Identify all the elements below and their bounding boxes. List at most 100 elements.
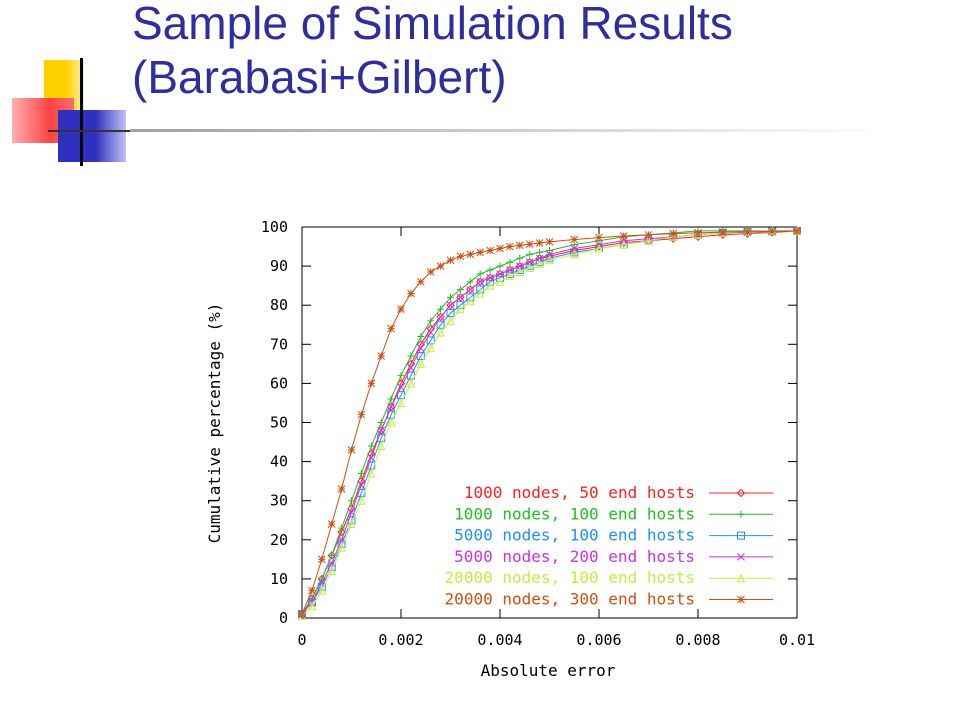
data-point — [327, 566, 337, 576]
data-point — [486, 246, 494, 255]
data-point — [367, 442, 375, 450]
data-point — [496, 244, 504, 253]
data-point — [525, 263, 535, 273]
slide-title-line1: Sample of Simulation Results — [132, 0, 733, 49]
data-point — [387, 403, 395, 411]
data-point — [486, 266, 494, 274]
data-point — [515, 262, 524, 270]
data-point — [317, 586, 327, 595]
data-point — [307, 601, 317, 611]
data-point — [516, 254, 524, 262]
legend-entry: 5000 nodes, 200 end hosts — [454, 547, 773, 566]
data-point — [505, 271, 515, 280]
data-point — [525, 258, 534, 267]
data-point — [397, 305, 405, 313]
legend-label: 1000 nodes, 50 end hosts — [464, 483, 695, 502]
data-point — [426, 343, 436, 353]
data-point — [496, 270, 504, 278]
data-point — [357, 469, 365, 477]
data-point — [644, 230, 653, 239]
data-point — [669, 229, 678, 238]
data-point — [387, 395, 395, 403]
x-tick-label: 0.002 — [378, 631, 423, 649]
legend-entry: 1000 nodes, 100 end hosts — [454, 504, 773, 523]
legend-label: 5000 nodes, 200 end hosts — [454, 547, 695, 566]
data-point — [396, 398, 406, 407]
data-point — [465, 296, 475, 306]
x-tick-label: 0.008 — [675, 631, 720, 649]
data-point — [446, 301, 455, 310]
data-point — [496, 262, 504, 270]
data-point — [377, 426, 386, 435]
data-point — [456, 304, 465, 314]
legend-entry: 20000 nodes, 100 end hosts — [445, 568, 773, 587]
data-point — [447, 293, 454, 301]
data-point — [427, 317, 435, 325]
data-point — [397, 372, 405, 380]
data-point — [337, 527, 346, 537]
deco-horizontal-line — [48, 130, 160, 132]
data-point — [407, 363, 415, 372]
data-point — [367, 379, 376, 388]
data-point — [515, 267, 525, 276]
data-point — [475, 288, 485, 298]
y-tick-label: 10 — [270, 570, 288, 588]
data-point — [417, 332, 425, 340]
data-point — [446, 316, 455, 325]
data-point — [485, 281, 495, 290]
legend-entry: 20000 nodes, 300 end hosts — [445, 590, 773, 609]
data-point — [337, 485, 346, 493]
data-point — [426, 328, 435, 337]
y-tick-label: 50 — [270, 414, 288, 432]
y-tick-label: 90 — [270, 257, 288, 275]
y-tick-label: 80 — [270, 296, 288, 314]
data-point — [436, 327, 445, 337]
data-point — [407, 289, 415, 298]
data-point — [536, 248, 544, 256]
data-point — [436, 312, 445, 322]
y-tick-label: 70 — [270, 335, 288, 353]
data-point — [525, 240, 534, 249]
data-point — [570, 235, 579, 244]
legend-label: 20000 nodes, 100 end hosts — [445, 568, 695, 587]
data-point — [407, 352, 415, 360]
data-point — [743, 227, 752, 236]
slide-title: Sample of Simulation Results (Barabasi+G… — [132, 0, 932, 104]
series-6 — [298, 227, 801, 618]
data-point — [619, 232, 628, 240]
data-point — [456, 252, 465, 261]
data-point — [456, 286, 464, 294]
data-point — [456, 293, 465, 302]
data-point — [347, 508, 356, 517]
data-point — [317, 555, 326, 564]
x-tick-label: 0.01 — [779, 631, 815, 649]
data-point — [476, 277, 485, 286]
deco-blue-block — [58, 110, 126, 162]
data-point — [466, 278, 474, 286]
data-point — [793, 227, 801, 235]
y-tick-label: 60 — [270, 374, 288, 392]
data-point — [386, 417, 396, 427]
data-point — [545, 250, 554, 259]
data-point — [357, 410, 366, 419]
data-point — [406, 378, 416, 388]
axis-ticks: 0 10 20 30 40 50 60 70 80 90 100 0 0.002 0.004 0.006 0.… — [261, 218, 815, 649]
data-point — [594, 243, 604, 253]
data-point — [456, 293, 465, 302]
legend-label: 1000 nodes, 100 end hosts — [454, 504, 695, 523]
data-point — [476, 270, 484, 278]
x-tick-label: 0.004 — [477, 631, 522, 649]
legend-marker — [736, 573, 746, 583]
y-tick-label: 0 — [279, 609, 288, 627]
legend-label: 5000 nodes, 100 end hosts — [454, 526, 695, 545]
data-point — [338, 524, 346, 532]
legend-marker — [736, 488, 746, 498]
series-5 — [297, 226, 802, 621]
data-point — [768, 227, 777, 236]
data-point — [694, 229, 702, 237]
data-point — [308, 586, 316, 595]
data-point — [376, 441, 386, 450]
data-point — [298, 610, 306, 618]
y-tick-label: 40 — [270, 453, 288, 471]
data-point — [486, 273, 494, 282]
